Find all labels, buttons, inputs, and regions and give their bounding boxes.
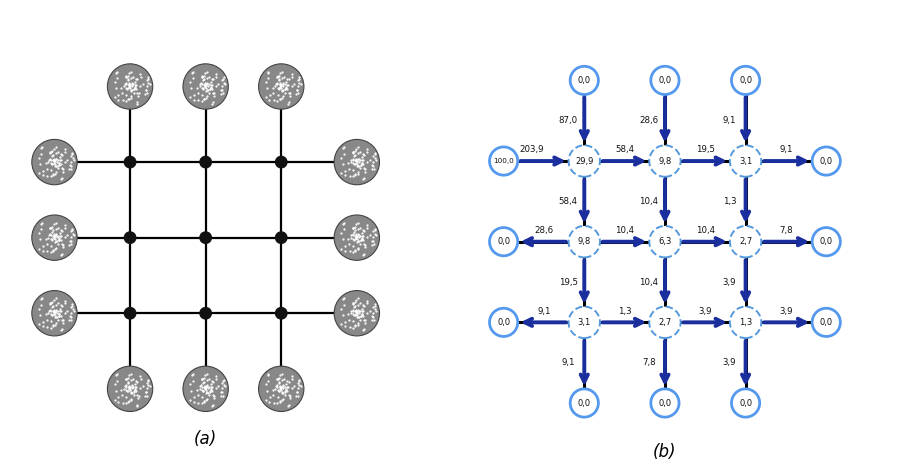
Text: 0,0: 0,0 <box>820 237 833 246</box>
Text: 10,4: 10,4 <box>615 226 634 235</box>
Circle shape <box>335 291 379 336</box>
Text: 0,0: 0,0 <box>820 157 833 165</box>
Circle shape <box>730 226 761 257</box>
Text: 19,5: 19,5 <box>558 278 578 287</box>
Text: 9,1: 9,1 <box>537 307 551 315</box>
Circle shape <box>32 139 77 185</box>
Circle shape <box>730 307 761 338</box>
Text: 0,0: 0,0 <box>739 76 752 85</box>
Text: (a): (a) <box>194 431 218 448</box>
Circle shape <box>649 307 681 338</box>
Text: 28,6: 28,6 <box>639 116 658 125</box>
Text: 10,4: 10,4 <box>639 197 658 206</box>
Text: 3,9: 3,9 <box>779 307 792 315</box>
Circle shape <box>649 145 681 177</box>
Text: 9,8: 9,8 <box>658 157 672 165</box>
Text: 28,6: 28,6 <box>535 226 554 235</box>
Text: 19,5: 19,5 <box>696 145 715 154</box>
Circle shape <box>569 307 600 338</box>
Text: 2,7: 2,7 <box>658 318 672 327</box>
Text: 0,0: 0,0 <box>820 318 833 327</box>
Text: 3,9: 3,9 <box>723 278 736 287</box>
Text: 1,3: 1,3 <box>739 318 752 327</box>
Text: 9,1: 9,1 <box>779 145 792 154</box>
Text: 9,8: 9,8 <box>578 237 591 246</box>
Text: 3,1: 3,1 <box>578 318 591 327</box>
Circle shape <box>275 156 288 169</box>
Circle shape <box>199 231 212 244</box>
Text: 0,0: 0,0 <box>497 237 510 246</box>
Text: 3,1: 3,1 <box>739 157 752 165</box>
Text: 58,4: 58,4 <box>558 197 578 206</box>
Circle shape <box>275 231 288 244</box>
Text: 3,9: 3,9 <box>723 358 736 367</box>
Circle shape <box>813 227 840 256</box>
Circle shape <box>651 389 679 417</box>
Text: 0,0: 0,0 <box>658 76 672 85</box>
Circle shape <box>123 231 136 244</box>
Text: 9,1: 9,1 <box>723 116 736 125</box>
Circle shape <box>649 226 681 257</box>
Circle shape <box>108 366 153 411</box>
Text: 58,4: 58,4 <box>615 145 634 154</box>
Circle shape <box>275 307 288 320</box>
Text: 3,9: 3,9 <box>698 307 712 315</box>
Circle shape <box>490 147 517 175</box>
Circle shape <box>490 227 517 256</box>
Circle shape <box>813 308 840 336</box>
Text: 1,3: 1,3 <box>723 197 737 206</box>
Circle shape <box>123 156 136 169</box>
Circle shape <box>199 307 212 320</box>
Text: 2,7: 2,7 <box>739 237 752 246</box>
Text: 7,8: 7,8 <box>642 358 655 367</box>
Circle shape <box>490 308 517 336</box>
Circle shape <box>570 66 599 95</box>
Circle shape <box>335 215 379 260</box>
Circle shape <box>32 215 77 260</box>
Circle shape <box>183 64 228 109</box>
Circle shape <box>183 366 228 411</box>
Circle shape <box>570 389 599 417</box>
Text: 10,4: 10,4 <box>696 226 715 235</box>
Circle shape <box>335 139 379 185</box>
Circle shape <box>651 66 679 95</box>
Text: 0,0: 0,0 <box>739 398 752 407</box>
Text: 0,0: 0,0 <box>578 398 590 407</box>
Text: 7,8: 7,8 <box>779 226 792 235</box>
Circle shape <box>259 64 304 109</box>
Circle shape <box>259 366 304 411</box>
Text: 6,3: 6,3 <box>658 237 672 246</box>
Circle shape <box>569 145 600 177</box>
Text: 100,0: 100,0 <box>494 158 514 164</box>
Text: 9,1: 9,1 <box>561 358 575 367</box>
Text: 0,0: 0,0 <box>578 76 590 85</box>
Circle shape <box>730 145 761 177</box>
Text: 1,3: 1,3 <box>618 307 632 315</box>
Text: 87,0: 87,0 <box>558 116 578 125</box>
Text: 10,4: 10,4 <box>639 278 658 287</box>
Circle shape <box>731 389 760 417</box>
Circle shape <box>813 147 840 175</box>
Text: 203,9: 203,9 <box>519 145 544 154</box>
Text: 0,0: 0,0 <box>658 398 672 407</box>
Circle shape <box>32 291 77 336</box>
Text: 29,9: 29,9 <box>575 157 593 165</box>
Circle shape <box>123 307 136 320</box>
Text: (b): (b) <box>654 443 676 461</box>
Circle shape <box>569 226 600 257</box>
Circle shape <box>199 156 212 169</box>
Circle shape <box>731 66 760 95</box>
Text: 0,0: 0,0 <box>497 318 510 327</box>
Circle shape <box>108 64 153 109</box>
